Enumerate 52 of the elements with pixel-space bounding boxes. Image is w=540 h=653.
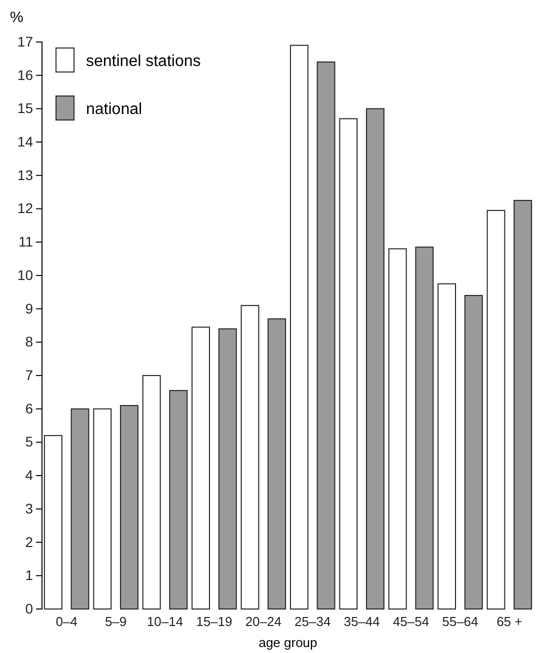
x-axis-title: age group: [258, 635, 318, 650]
x-tick-label: 20–24: [245, 614, 282, 630]
bar: [464, 294, 483, 610]
bar: [240, 304, 260, 610]
y-tick-label: 4: [25, 467, 34, 484]
y-tick-label: 2: [25, 534, 34, 550]
bar: [339, 118, 358, 610]
x-tick-label: 65 +: [496, 614, 522, 630]
y-tick-label: 3: [25, 500, 34, 516]
y-tick-label: 12: [17, 200, 34, 216]
bar: [486, 210, 506, 610]
y-tick-label: 1: [25, 567, 34, 584]
y-tick-label: 5: [25, 434, 34, 450]
y-tick-label: 8: [25, 334, 34, 350]
y-tick-label: 0: [25, 600, 34, 616]
x-tick-label: 10–14: [146, 614, 184, 630]
y-tick-label: 6: [25, 400, 34, 416]
bar: [70, 408, 90, 610]
x-tick-label: 25–34: [294, 614, 331, 630]
y-tick-label: 15: [17, 100, 34, 116]
x-tick-label: 5–9: [104, 614, 127, 630]
x-tick-label: 45–54: [392, 614, 430, 630]
legend-label: national: [86, 101, 142, 118]
y-tick-label: 14: [17, 134, 34, 150]
x-tick-label: 15–19: [196, 614, 232, 630]
bar: [366, 108, 384, 610]
y-tick-label: 17: [17, 33, 34, 50]
bar: [514, 200, 532, 610]
bar: [268, 318, 286, 610]
legend-label: sentinel stations: [86, 53, 201, 70]
bar: [169, 390, 188, 610]
bar: [388, 248, 407, 610]
bar: [120, 405, 138, 610]
y-tick-label: 16: [17, 66, 34, 83]
bar: [192, 326, 210, 610]
bar: [93, 408, 112, 610]
y-tick-label: 11: [18, 234, 34, 250]
y-tick-label: 7: [25, 367, 34, 384]
bar: [415, 246, 434, 610]
x-tick-label: 35–44: [344, 614, 380, 630]
bar: [438, 283, 456, 610]
bar: [44, 435, 62, 610]
bar: [316, 62, 336, 610]
x-tick-label: 55–64: [442, 614, 478, 630]
bar: [218, 328, 237, 610]
y-tick-label: 13: [17, 166, 34, 183]
x-tick-label: 0–4: [56, 614, 78, 630]
bar: [290, 44, 308, 610]
y-tick-label: 10: [17, 266, 34, 283]
bar: [142, 375, 161, 610]
y-tick-label: 9: [25, 300, 34, 316]
y-axis-title: %: [10, 9, 24, 26]
